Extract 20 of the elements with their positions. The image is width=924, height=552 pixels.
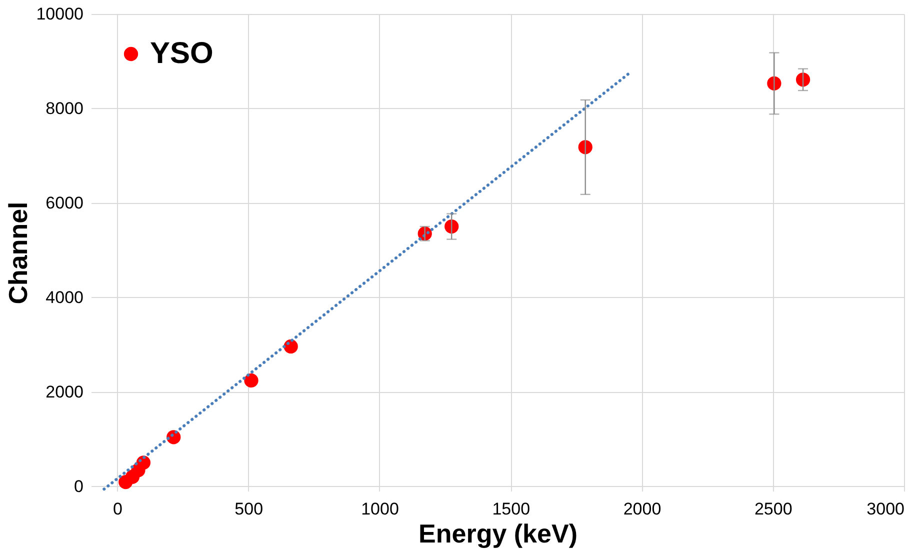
x-tick-label: 0 — [112, 500, 122, 518]
y-axis-title: Channel — [3, 202, 34, 304]
y-tick-label: 6000 — [46, 193, 84, 212]
x-tick-label: 2500 — [754, 500, 792, 518]
x-tick-label: 2000 — [623, 500, 662, 518]
x-tick-label: 1000 — [361, 500, 399, 518]
x-tick-label: 500 — [234, 500, 264, 518]
point — [578, 140, 592, 154]
y-tick-label: 10000 — [36, 4, 84, 24]
x-tick-label: 3000 — [866, 500, 904, 518]
point — [444, 219, 459, 234]
x-axis-title: Energy (keV) — [418, 518, 578, 548]
x-tick-label: 1500 — [492, 500, 530, 518]
y-tick-label: 8000 — [46, 98, 84, 118]
y-tick-label: 4000 — [46, 288, 84, 307]
y-tick-label: 0 — [74, 476, 84, 496]
point — [796, 72, 810, 87]
point — [244, 373, 258, 388]
y-tick-label: 2000 — [46, 382, 84, 402]
legend-label: YSO — [150, 37, 214, 70]
